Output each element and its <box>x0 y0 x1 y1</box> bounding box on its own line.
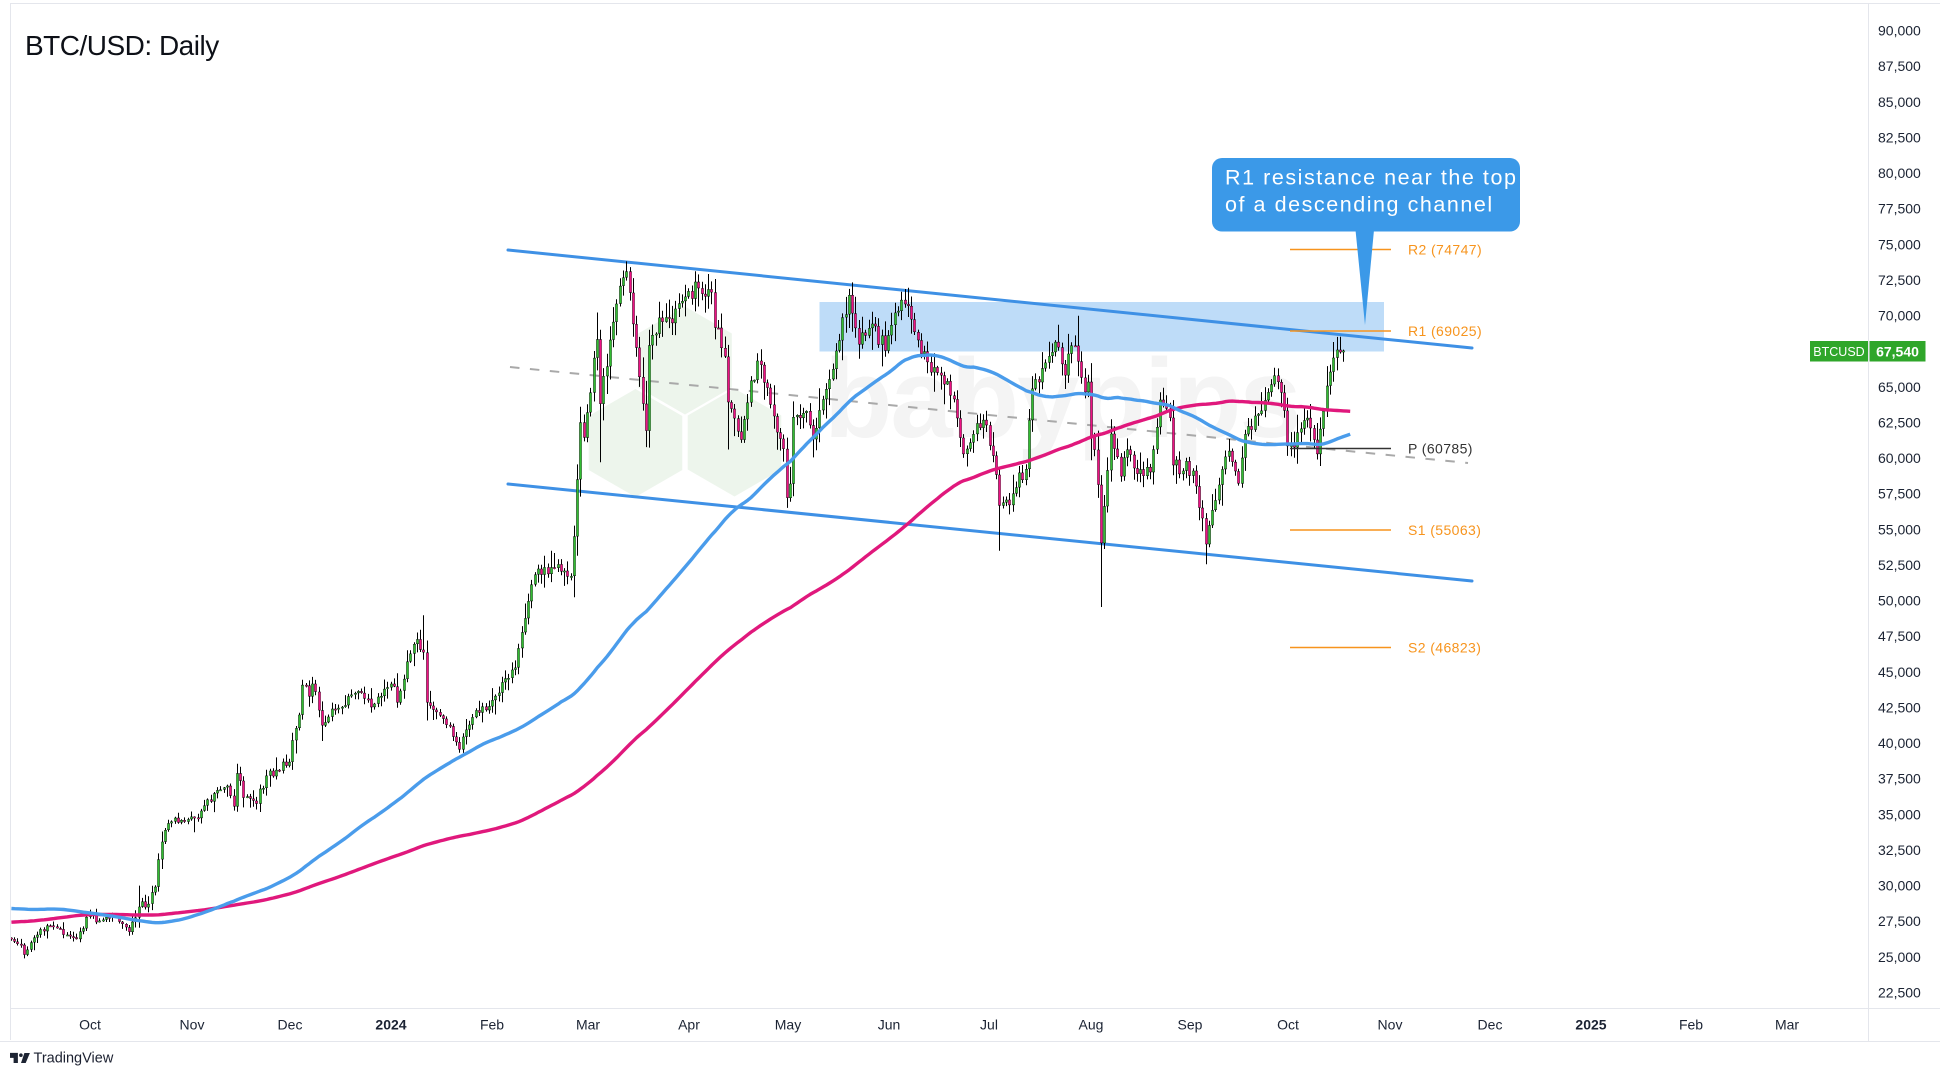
svg-text:May: May <box>775 1017 801 1033</box>
svg-text:75,000: 75,000 <box>1878 236 1921 252</box>
svg-text:R1 resistance near the top: R1 resistance near the top <box>1225 166 1517 190</box>
svg-text:R2 (74747): R2 (74747) <box>1408 242 1482 258</box>
svg-text:Oct: Oct <box>1277 1017 1299 1033</box>
svg-text:Apr: Apr <box>678 1017 700 1033</box>
svg-text:P (60785): P (60785) <box>1408 441 1473 457</box>
svg-text:Oct: Oct <box>79 1017 101 1033</box>
svg-text:35,000: 35,000 <box>1878 806 1921 822</box>
svg-text:Mar: Mar <box>1775 1017 1799 1033</box>
svg-text:Nov: Nov <box>1378 1017 1403 1033</box>
svg-text:47,500: 47,500 <box>1878 628 1921 644</box>
svg-text:2024: 2024 <box>375 1017 406 1033</box>
svg-text:52,500: 52,500 <box>1878 557 1921 573</box>
svg-text:27,500: 27,500 <box>1878 913 1921 929</box>
svg-text:65,000: 65,000 <box>1878 379 1921 395</box>
svg-text:85,000: 85,000 <box>1878 94 1921 110</box>
svg-text:2025: 2025 <box>1575 1017 1606 1033</box>
svg-text:Nov: Nov <box>180 1017 205 1033</box>
svg-text:BTCUSD: BTCUSD <box>1813 345 1864 359</box>
svg-text:40,000: 40,000 <box>1878 735 1921 751</box>
svg-text:of a descending channel: of a descending channel <box>1225 193 1494 217</box>
svg-text:77,500: 77,500 <box>1878 201 1921 217</box>
svg-text:BTC/USD: Daily: BTC/USD: Daily <box>25 30 219 61</box>
svg-text:S2 (46823): S2 (46823) <box>1408 640 1481 656</box>
svg-text:Aug: Aug <box>1079 1017 1104 1033</box>
svg-text:57,500: 57,500 <box>1878 486 1921 502</box>
svg-text:37,500: 37,500 <box>1878 771 1921 787</box>
svg-text:32,500: 32,500 <box>1878 842 1921 858</box>
svg-text:Mar: Mar <box>576 1017 600 1033</box>
svg-text:Jul: Jul <box>980 1017 998 1033</box>
svg-text:45,000: 45,000 <box>1878 664 1921 680</box>
svg-text:80,000: 80,000 <box>1878 165 1921 181</box>
svg-text:50,000: 50,000 <box>1878 593 1921 609</box>
svg-text:30,000: 30,000 <box>1878 878 1921 894</box>
svg-text:42,500: 42,500 <box>1878 700 1921 716</box>
svg-text:67,540: 67,540 <box>1876 344 1919 360</box>
svg-text:S1 (55063): S1 (55063) <box>1408 522 1481 538</box>
svg-text:60,000: 60,000 <box>1878 450 1921 466</box>
svg-text:Jun: Jun <box>878 1017 901 1033</box>
svg-text:25,000: 25,000 <box>1878 949 1921 965</box>
svg-text:70,000: 70,000 <box>1878 308 1921 324</box>
svg-text:Sep: Sep <box>1178 1017 1203 1033</box>
svg-text:Dec: Dec <box>1478 1017 1503 1033</box>
svg-text:R1 (69025): R1 (69025) <box>1408 323 1482 339</box>
svg-text:82,500: 82,500 <box>1878 129 1921 145</box>
svg-text:Feb: Feb <box>1679 1017 1703 1033</box>
svg-text:Dec: Dec <box>278 1017 303 1033</box>
svg-text:TradingView: TradingView <box>34 1051 114 1067</box>
svg-text:72,500: 72,500 <box>1878 272 1921 288</box>
svg-text:22,500: 22,500 <box>1878 985 1921 1001</box>
svg-text:55,000: 55,000 <box>1878 521 1921 537</box>
svg-text:87,500: 87,500 <box>1878 58 1921 74</box>
svg-text:90,000: 90,000 <box>1878 23 1921 39</box>
svg-text:Feb: Feb <box>480 1017 504 1033</box>
svg-text:62,500: 62,500 <box>1878 414 1921 430</box>
